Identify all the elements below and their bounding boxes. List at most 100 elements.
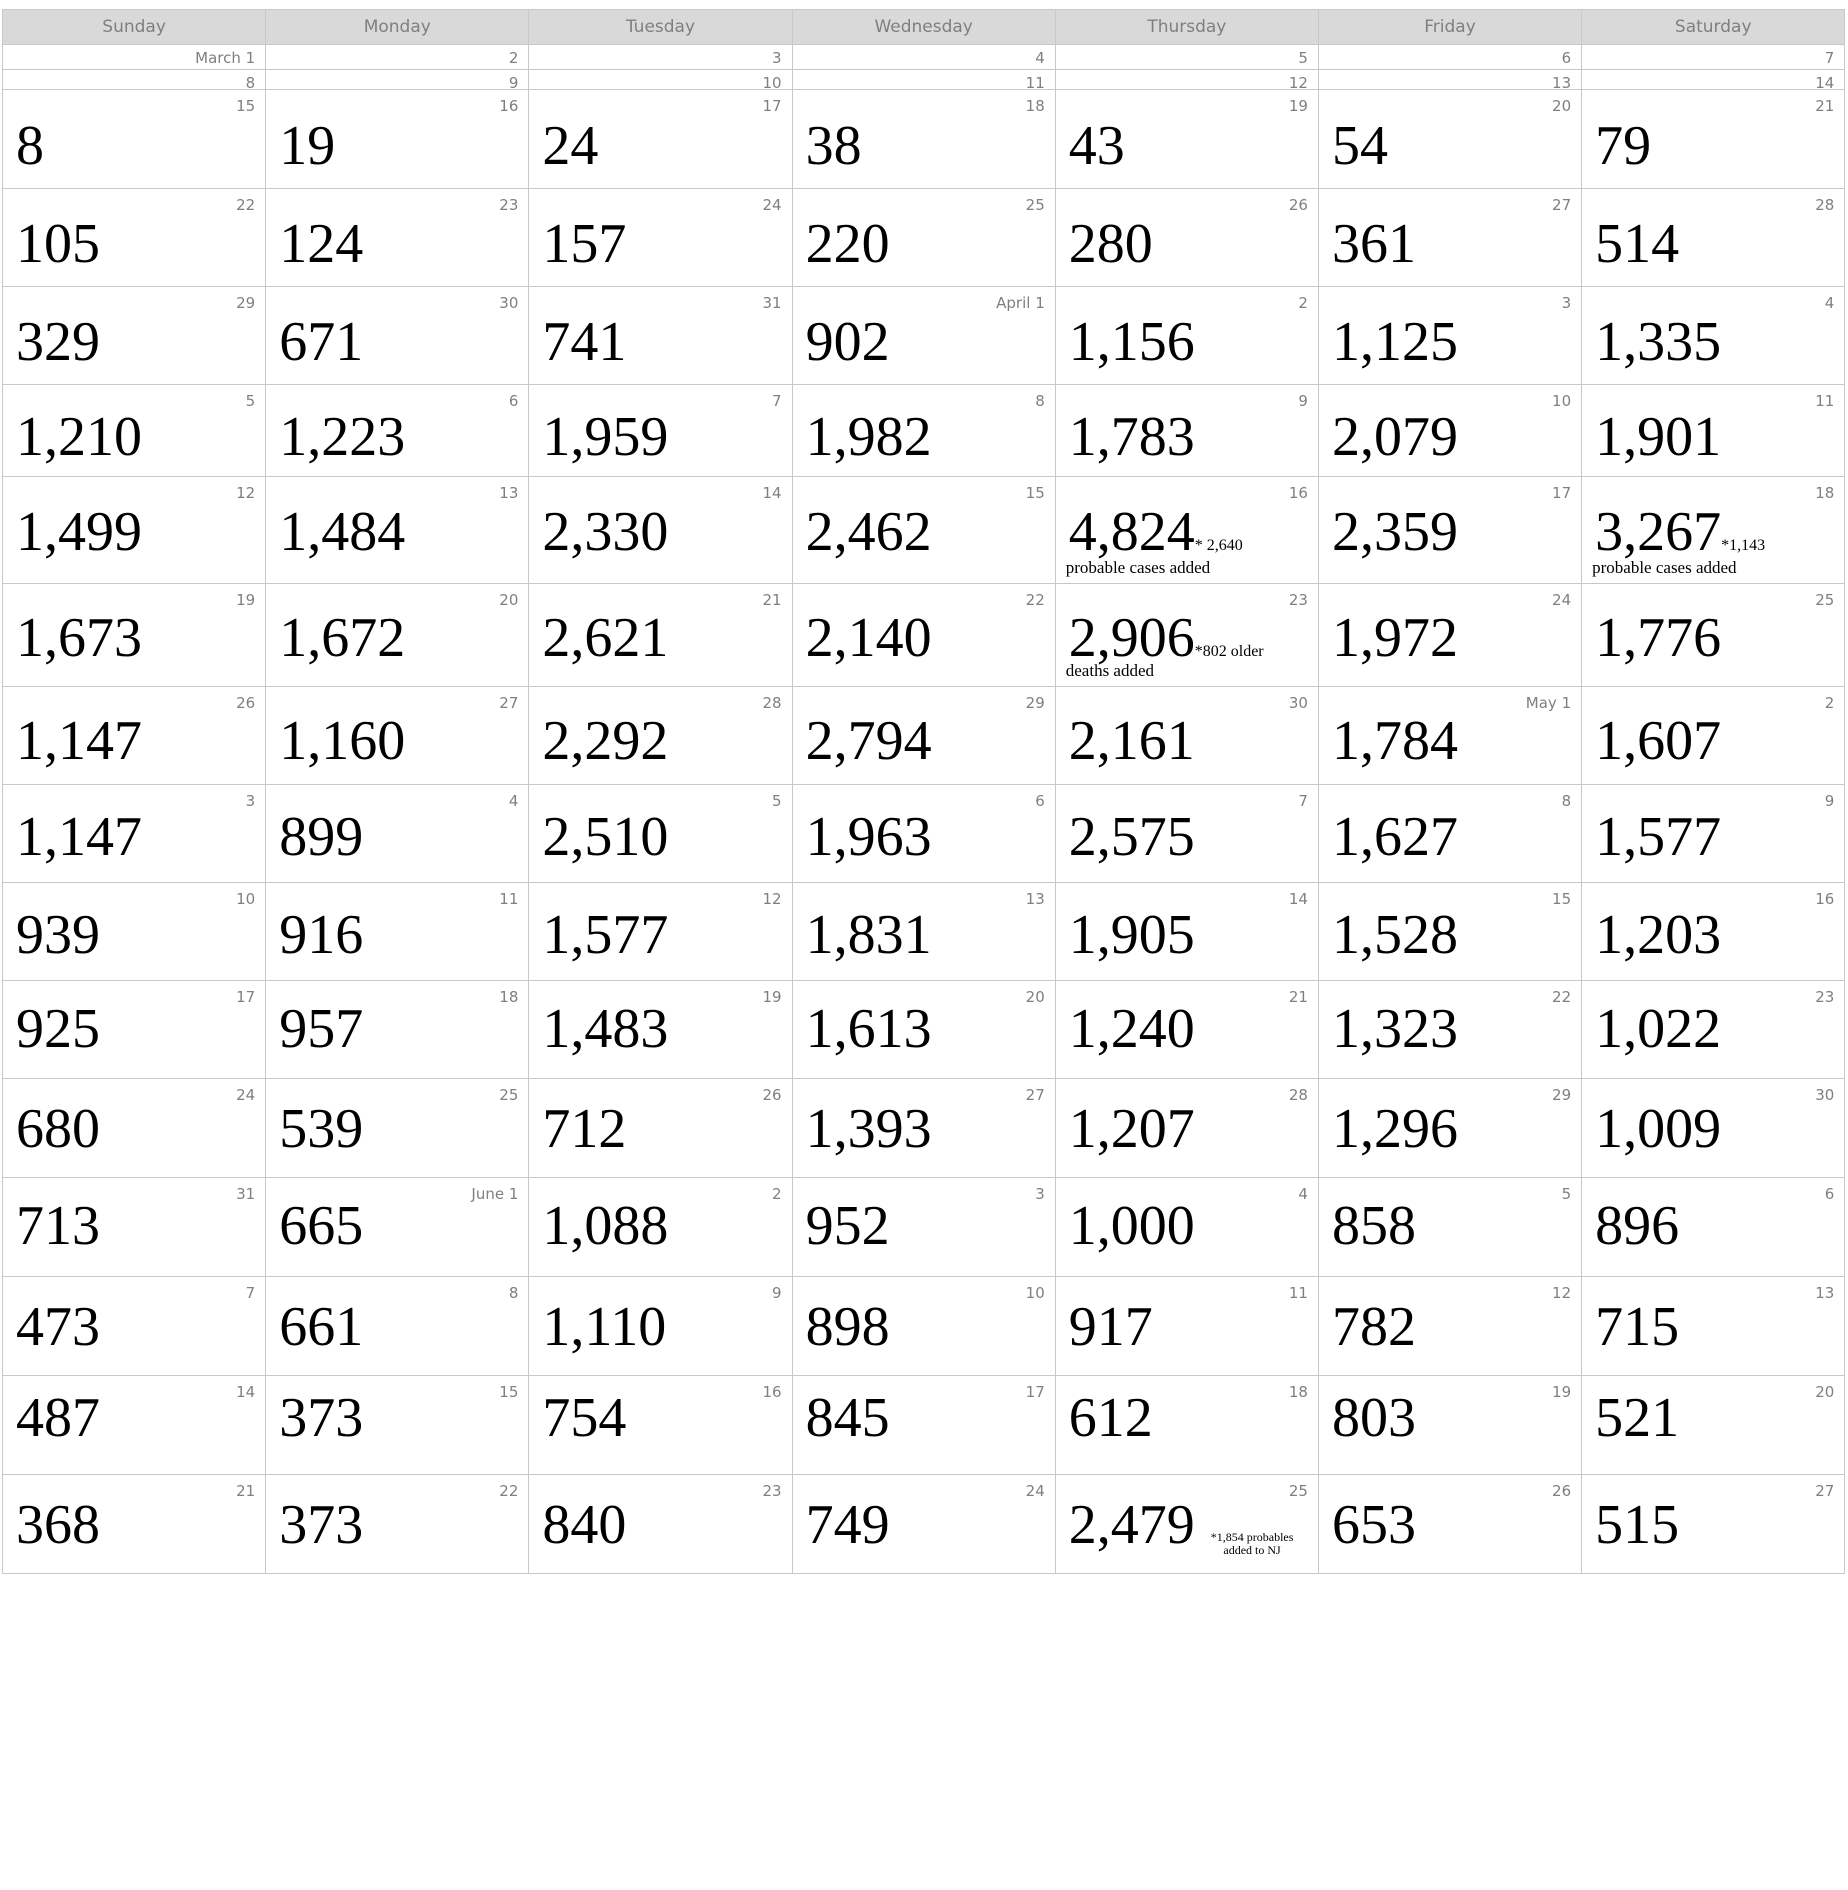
daily-count: 19 (279, 118, 335, 174)
daily-count-value: 1,210 (16, 406, 142, 468)
daily-count-value: 1,125 (1331, 311, 1458, 373)
day-date-label: 23 (1288, 591, 1308, 609)
day-date-label: 19 (762, 988, 782, 1006)
day-date-label: 18 (499, 988, 519, 1006)
daily-count: 1,147 (16, 713, 142, 769)
day-date-label: 3 (1035, 1185, 1045, 1203)
daily-count: 280 (1069, 216, 1153, 272)
calendar-week-row: 14 487 15 373 16 754 17 845 18 612 19 803 20 521 (3, 1376, 1846, 1475)
daily-count-value: 1,223 (279, 406, 406, 468)
day-cell: 27 1,160 (266, 687, 530, 785)
day-date-label: 5 (245, 392, 256, 410)
day-cell: 10 939 (3, 883, 267, 981)
day-date-label: 13 (1552, 74, 1572, 90)
day-date-label: 10 (1552, 392, 1572, 410)
day-date-label: 9 (1824, 792, 1835, 810)
day-date-label: 15 (1552, 890, 1572, 908)
daily-count-value: 713 (16, 1195, 100, 1257)
day-cell: 12 782 (1318, 1277, 1583, 1376)
daily-count-value: 280 (1068, 213, 1153, 275)
day-cell: 3 (529, 45, 793, 70)
calendar-week-row: 15 8 16 19 17 24 18 38 19 43 20 54 21 79 (3, 90, 1846, 189)
day-date-label: 15 (499, 1383, 519, 1401)
day-date-label: 27 (1552, 196, 1572, 214)
day-cell: 4 1,000 (1055, 1178, 1319, 1277)
daily-count-value: 1,207 (1068, 1098, 1195, 1160)
day-date-label: 6 (1561, 49, 1572, 67)
day-cell: 3 1,147 (3, 785, 267, 883)
daily-count: 754 (542, 1390, 626, 1446)
daily-count-value: 653 (1331, 1494, 1416, 1556)
day-date-label: 10 (1025, 1284, 1045, 1302)
daily-count: 612 (1069, 1390, 1153, 1446)
daily-count: 2,575 (1069, 809, 1195, 865)
daily-count-value: 916 (279, 904, 364, 966)
day-cell: 25 2,479 *1,854 probables added to NJ (1055, 1475, 1319, 1574)
daily-count-value: 1,323 (1331, 998, 1458, 1060)
calendar-week-row: 17 925 18 957 19 1,483 20 1,613 21 1,240 22 1,323 23… (3, 981, 1846, 1079)
daily-count-value: 2,161 (1068, 710, 1195, 772)
day-cell: 6 1,963 (792, 785, 1056, 883)
day-date-label: 13 (499, 484, 519, 502)
daily-count-value: 373 (279, 1494, 364, 1556)
daily-count: 1,393 (806, 1101, 932, 1157)
daily-count: 1,577 (1595, 809, 1721, 865)
day-date-label: 30 (1288, 694, 1308, 712)
daily-count-value: 105 (16, 213, 100, 275)
day-cell: 7 2,575 (1055, 785, 1319, 883)
daily-count-value: 1,147 (16, 806, 142, 868)
day-cell: 21 368 (3, 1475, 267, 1574)
daily-count-value: 680 (16, 1098, 100, 1160)
day-cell: 13 1,484 (266, 477, 530, 584)
daily-count: 1,022 (1595, 1001, 1721, 1057)
daily-count-value: 1,607 (1595, 710, 1722, 772)
weekday-header-friday: Friday (1318, 10, 1583, 45)
daily-count: 896 (1595, 1198, 1679, 1254)
daily-count: 2,621 (542, 610, 668, 666)
daily-count-value: 925 (16, 998, 100, 1060)
daily-count: 1,110 (542, 1299, 666, 1355)
daily-count-value: 715 (1595, 1296, 1680, 1358)
day-cell: 8 1,627 (1318, 785, 1583, 883)
daily-count: 38 (806, 118, 862, 174)
count-footnote-inline: *802 older (1194, 643, 1264, 660)
daily-count: 803 (1332, 1390, 1416, 1446)
day-date-label: 8 (1035, 392, 1045, 410)
day-date-label: 23 (1815, 988, 1835, 1006)
day-date-label: May 1 (1525, 694, 1572, 712)
daily-count: 2,462 (806, 504, 932, 560)
day-date-label: 21 (1815, 97, 1835, 115)
day-date-label: 7 (1298, 792, 1308, 810)
day-date-label: 20 (1552, 97, 1572, 115)
day-date-label: 22 (236, 196, 256, 214)
day-date-label: 9 (1298, 392, 1308, 410)
day-cell: 20 521 (1582, 1376, 1846, 1475)
daily-count: 1,831 (806, 907, 932, 963)
daily-count: 1,673 (16, 610, 142, 666)
calendar-grid: Sunday Monday Tuesday Wednesday Thursday Frid… (2, 9, 1846, 1574)
daily-count: 917 (1069, 1299, 1153, 1355)
day-cell: 3 1,125 (1318, 287, 1583, 385)
day-cell: 22 1,323 (1318, 981, 1583, 1079)
day-date-label: 30 (1815, 1086, 1835, 1104)
daily-count: 1,125 (1332, 314, 1458, 370)
day-date-label: 24 (1025, 1482, 1045, 1500)
daily-count: 473 (16, 1299, 100, 1355)
day-date-label: 25 (1025, 196, 1045, 214)
daily-count: 514 (1595, 216, 1679, 272)
daily-count: 1,156 (1069, 314, 1195, 370)
daily-count-value: 898 (805, 1296, 890, 1358)
calendar-week-row: 22 105 23 124 24 157 25 220 26 280 27 361 28 514 (3, 189, 1846, 287)
calendar-week-row: March 1 2 3 4 5 6 7 (3, 45, 1846, 70)
daily-count-value: 661 (279, 1296, 364, 1358)
day-date-label: 3 (245, 792, 256, 810)
day-cell: 11 1,901 (1582, 385, 1846, 477)
day-date-label: 3 (1561, 294, 1572, 312)
daily-count: 2,479 (1069, 1497, 1195, 1553)
daily-count: 1,335 (1595, 314, 1721, 370)
daily-count-value: 957 (279, 998, 364, 1060)
daily-count: 858 (1332, 1198, 1416, 1254)
daily-count-value: 896 (1595, 1195, 1680, 1257)
count-footnote-small-line: *1,854 probables (1210, 1530, 1294, 1544)
day-date-label: 28 (762, 694, 782, 712)
